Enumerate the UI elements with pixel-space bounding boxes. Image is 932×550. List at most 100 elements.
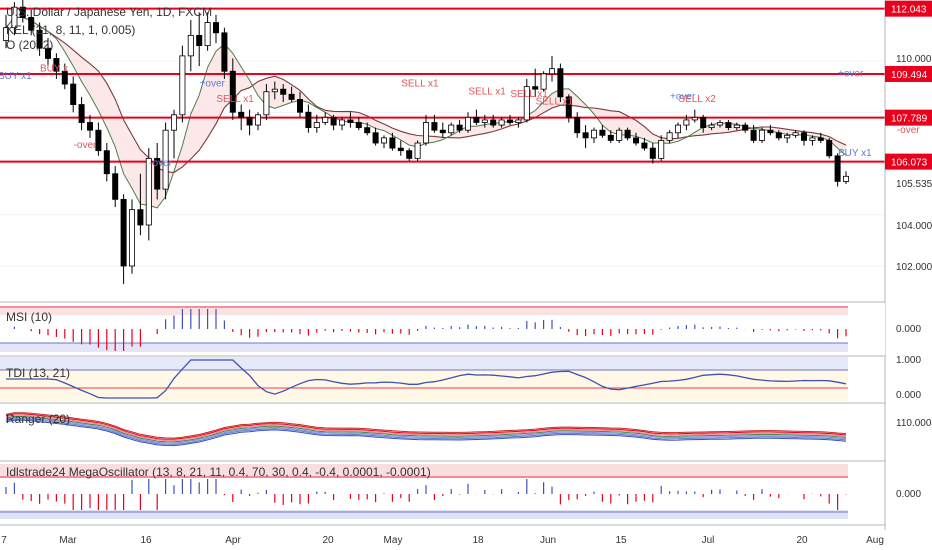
candle[interactable] bbox=[473, 109, 480, 126]
candle[interactable] bbox=[246, 109, 253, 136]
candle[interactable] bbox=[196, 12, 203, 67]
candle[interactable] bbox=[649, 143, 656, 164]
candle[interactable] bbox=[641, 137, 648, 151]
candle[interactable] bbox=[414, 140, 421, 161]
candle[interactable] bbox=[372, 127, 379, 146]
candle[interactable] bbox=[355, 117, 362, 131]
candle[interactable] bbox=[557, 63, 564, 102]
candle[interactable] bbox=[658, 135, 665, 161]
candle[interactable] bbox=[632, 132, 640, 146]
indicator-legend-1[interactable]: KEL (21, 8, 11, 1, 0.005) bbox=[6, 23, 135, 37]
candle[interactable] bbox=[271, 81, 278, 100]
candle[interactable] bbox=[590, 127, 598, 143]
candle[interactable] bbox=[154, 143, 161, 200]
candle[interactable] bbox=[775, 130, 782, 141]
msi-pane[interactable]: MSI (10) 0.000 bbox=[0, 303, 921, 355]
tdi-pane[interactable]: TDI (13, 21) 1.000 0.000 bbox=[0, 355, 921, 401]
candle[interactable] bbox=[422, 114, 430, 146]
candle[interactable] bbox=[599, 125, 606, 138]
candle[interactable] bbox=[716, 119, 724, 128]
candle[interactable] bbox=[19, 0, 26, 23]
candle[interactable] bbox=[204, 12, 211, 51]
candle[interactable] bbox=[733, 122, 740, 131]
candle[interactable] bbox=[330, 114, 337, 131]
candle[interactable] bbox=[137, 173, 144, 236]
candle[interactable] bbox=[103, 143, 110, 182]
candle[interactable] bbox=[162, 122, 169, 200]
candle[interactable] bbox=[288, 86, 295, 102]
candle[interactable] bbox=[565, 94, 572, 123]
candle[interactable] bbox=[280, 84, 287, 102]
candle[interactable] bbox=[800, 130, 808, 146]
candle[interactable] bbox=[817, 132, 824, 143]
candle[interactable] bbox=[809, 135, 816, 146]
horizontal-levels[interactable] bbox=[0, 7, 885, 163]
candle[interactable] bbox=[44, 37, 52, 67]
candle[interactable] bbox=[456, 119, 463, 133]
candle[interactable] bbox=[523, 78, 530, 123]
megaoscillator-pane[interactable]: Idlstrade24 MegaOscillator (13, 8, 21, 1… bbox=[0, 464, 921, 519]
candle[interactable] bbox=[338, 117, 346, 131]
candle[interactable] bbox=[674, 122, 682, 138]
candle[interactable] bbox=[112, 166, 119, 208]
candle[interactable] bbox=[364, 122, 371, 136]
candle[interactable] bbox=[624, 127, 631, 141]
candle[interactable] bbox=[574, 112, 581, 138]
candle[interactable] bbox=[128, 199, 136, 274]
candle[interactable] bbox=[515, 117, 522, 128]
candle[interactable] bbox=[708, 122, 715, 131]
candle[interactable] bbox=[842, 171, 850, 184]
candle[interactable] bbox=[691, 109, 698, 123]
candle[interactable] bbox=[784, 132, 791, 143]
candle[interactable] bbox=[532, 68, 539, 97]
candle[interactable] bbox=[170, 109, 178, 159]
candle[interactable] bbox=[725, 119, 732, 131]
candle[interactable] bbox=[666, 130, 673, 143]
candle[interactable] bbox=[767, 125, 774, 136]
candle[interactable] bbox=[758, 127, 766, 143]
candle[interactable] bbox=[238, 104, 245, 131]
candle[interactable] bbox=[86, 114, 94, 138]
candle[interactable] bbox=[540, 71, 547, 92]
candle[interactable] bbox=[683, 114, 690, 131]
candle[interactable] bbox=[481, 114, 488, 128]
candle[interactable] bbox=[439, 122, 446, 138]
candle[interactable] bbox=[490, 114, 497, 128]
candle[interactable] bbox=[431, 114, 438, 133]
candle[interactable] bbox=[548, 55, 556, 82]
candle[interactable] bbox=[70, 76, 77, 113]
candle[interactable] bbox=[263, 84, 270, 120]
candle[interactable] bbox=[347, 112, 354, 128]
ranger-pane[interactable]: Ranger (20) 110.000 bbox=[5, 412, 932, 447]
candle[interactable] bbox=[187, 20, 194, 72]
candle[interactable] bbox=[2, 14, 10, 49]
candle[interactable] bbox=[120, 194, 127, 284]
candle[interactable] bbox=[792, 130, 799, 138]
candle[interactable] bbox=[145, 148, 152, 241]
candle[interactable] bbox=[826, 137, 833, 159]
candle[interactable] bbox=[305, 104, 312, 133]
candle[interactable] bbox=[397, 140, 404, 156]
candlestick-series[interactable] bbox=[2, 0, 850, 284]
candle[interactable] bbox=[212, 14, 220, 44]
candle[interactable] bbox=[464, 112, 472, 133]
candle[interactable] bbox=[179, 45, 186, 123]
candle[interactable] bbox=[296, 91, 304, 118]
candle[interactable] bbox=[313, 114, 320, 133]
candle[interactable] bbox=[750, 125, 757, 143]
candle[interactable] bbox=[700, 114, 707, 133]
candle[interactable] bbox=[78, 96, 85, 131]
price-axis[interactable]: 110.000 104.000 102.000 105.535 bbox=[884, 0, 932, 530]
indicator-legend-2[interactable]: O (20, 2) bbox=[6, 38, 53, 52]
candle[interactable] bbox=[406, 148, 413, 161]
candle[interactable] bbox=[254, 112, 262, 131]
candle[interactable] bbox=[95, 122, 102, 156]
candle[interactable] bbox=[53, 53, 60, 79]
candle[interactable] bbox=[11, 2, 18, 36]
candle[interactable] bbox=[380, 135, 388, 149]
candle[interactable] bbox=[498, 117, 505, 128]
candle[interactable] bbox=[506, 114, 514, 126]
candle[interactable] bbox=[607, 130, 614, 143]
chart-title[interactable]: U.S. Dollar / Japanese Yen, 1D, FXCM bbox=[6, 5, 212, 19]
